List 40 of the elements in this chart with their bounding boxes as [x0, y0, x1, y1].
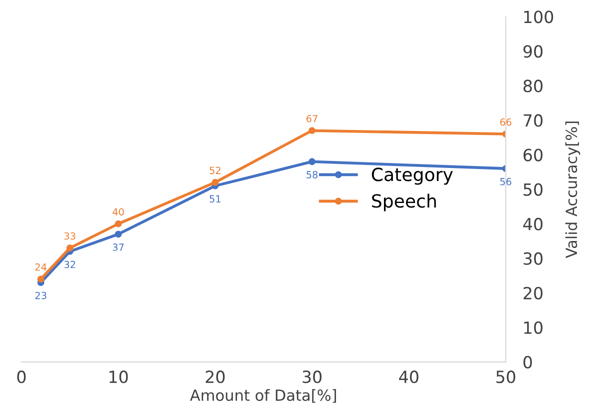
point	[212, 178, 219, 186]
x-axis-title: Amount of Data[%]	[190, 389, 336, 403]
point	[37, 276, 44, 283]
y-tick-label: 70	[524, 114, 542, 127]
y-tick-label: 0	[523, 356, 532, 368]
y-tick-label: 90	[523, 45, 542, 58]
data-label: 58	[306, 171, 318, 178]
y-tick-label: 10	[524, 321, 542, 334]
data-label: 40	[112, 208, 124, 216]
x-tick-label: 30	[302, 370, 322, 384]
data-label: 51	[210, 195, 220, 203]
data-label: 66	[500, 118, 512, 126]
y-tick-label: 40	[523, 218, 542, 230]
data-label: 56	[500, 178, 512, 186]
y-tick-label: 30	[524, 252, 542, 265]
legend-label: Category	[372, 168, 453, 185]
y-tick-label: 100	[524, 10, 554, 24]
point	[308, 127, 316, 134]
legend-label: Speech	[372, 194, 436, 212]
x-tick-label: 10	[110, 370, 128, 384]
y-tick-label: 80	[524, 80, 542, 92]
y-tick-label: 20	[524, 286, 542, 300]
data-label: 37	[112, 244, 124, 251]
point	[114, 220, 122, 228]
data-label: 33	[64, 232, 76, 240]
y-tick-label: 60	[524, 148, 542, 162]
data-label: 23	[35, 292, 46, 300]
x-tick-label: 40	[399, 370, 418, 384]
y-tick-label: 50	[524, 183, 542, 196]
point	[114, 230, 122, 238]
x-tick-label: 50	[496, 370, 516, 384]
x-tick-label: 0	[17, 370, 26, 384]
point	[308, 158, 316, 166]
data-label: 24	[35, 263, 46, 271]
data-label: 67	[306, 114, 318, 122]
x-tick-label: 20	[206, 370, 225, 384]
data-label: 32	[64, 260, 76, 268]
y-axis-title: Valid Accuracy[%]	[565, 122, 580, 258]
point	[66, 244, 74, 252]
data-label: 52	[210, 166, 220, 174]
